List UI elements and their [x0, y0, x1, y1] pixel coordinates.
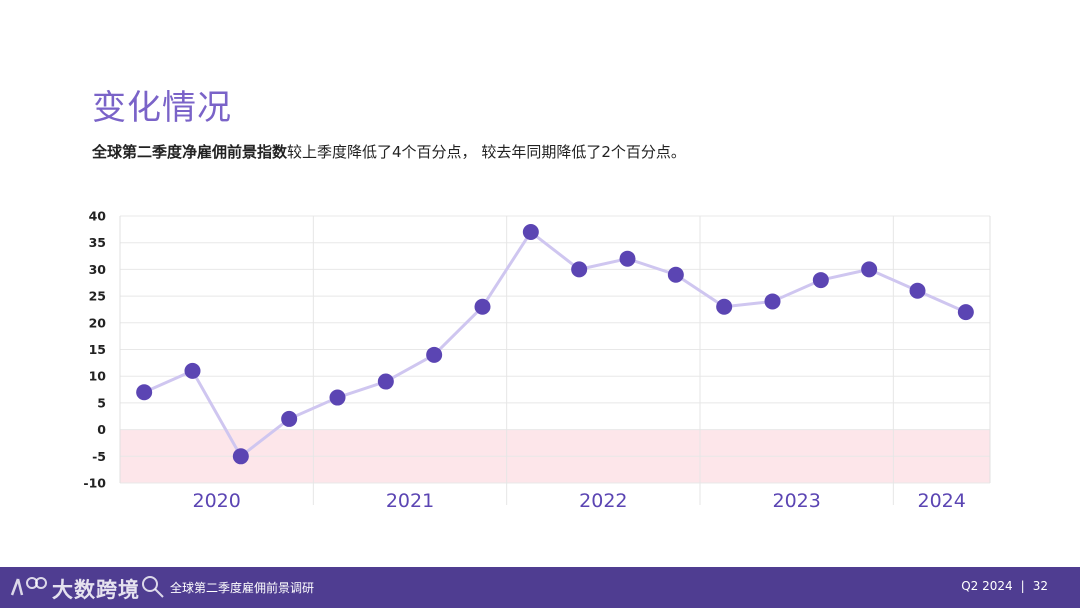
data-point — [571, 261, 588, 278]
x-year-label: 2023 — [772, 490, 820, 512]
x-year-label: 2022 — [579, 490, 627, 512]
data-point — [377, 373, 394, 390]
subtitle-rest: 较上季度降低了4个百分点， 较去年同期降低了2个百分点。 — [287, 143, 686, 161]
data-point — [667, 266, 684, 283]
page-number: 32 — [1032, 579, 1048, 593]
y-tick-label: 30 — [89, 262, 107, 277]
data-point — [909, 282, 926, 299]
data-point — [812, 272, 829, 289]
y-tick-label: 20 — [89, 315, 107, 330]
y-tick-label: 15 — [89, 342, 106, 357]
data-point — [764, 293, 781, 310]
footer-report-title: 全球第二季度雇佣前景调研 — [170, 581, 315, 595]
y-tick-label: 10 — [89, 369, 107, 384]
data-point — [426, 346, 443, 363]
data-point — [232, 448, 249, 465]
data-point — [474, 298, 491, 315]
data-point — [184, 362, 201, 379]
subtitle-bold: 全球第二季度净雇佣前景指数 — [92, 143, 288, 161]
data-point — [619, 250, 636, 267]
y-tick-label: 35 — [89, 235, 106, 250]
footer-page-info: Q2 2024 | 32 — [961, 579, 1048, 593]
data-point — [281, 410, 298, 427]
brand-logo-icon — [10, 577, 47, 596]
footer-bar: 大数跨境 全球第二季度雇佣前景调研 Q2 2024 | 32 — [0, 567, 1080, 608]
y-tick-label: -5 — [92, 449, 106, 464]
data-point — [329, 389, 346, 406]
data-point — [957, 304, 974, 321]
line-chart: 40 35 30 25 20 15 10 5 0 -5 -10 2020 2021 2022 2023 202… — [83, 209, 991, 512]
data-point — [522, 224, 539, 241]
page-title: 变化情况 — [92, 88, 232, 128]
brand-name: 大数跨境 — [52, 578, 140, 602]
y-tick-label: 25 — [89, 289, 106, 304]
footer-separator: | — [1020, 579, 1025, 593]
data-point — [136, 384, 153, 401]
y-tick-label: 40 — [89, 209, 107, 224]
x-year-label: 2020 — [192, 490, 240, 512]
page-subtitle: 全球第二季度净雇佣前景指数较上季度降低了4个百分点， 较去年同期降低了2个百分点… — [92, 141, 686, 162]
y-tick-label: -10 — [83, 476, 106, 491]
data-point — [716, 298, 733, 315]
x-year-label: 2021 — [386, 490, 434, 512]
x-year-label: 2024 — [917, 490, 965, 512]
footer-period: Q2 2024 — [961, 579, 1013, 593]
data-point — [861, 261, 878, 278]
brand-deco-icon — [142, 576, 164, 598]
series-line — [143, 230, 967, 458]
y-tick-label: 5 — [97, 395, 106, 410]
y-tick-label: 0 — [97, 422, 106, 437]
